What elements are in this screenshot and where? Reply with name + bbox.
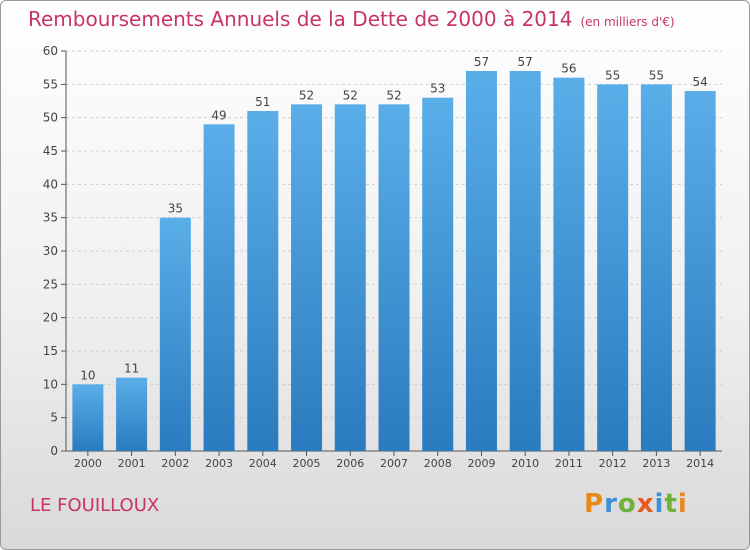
bar-value-label: 54 <box>692 75 707 89</box>
y-tick-label: 40 <box>43 177 58 191</box>
y-tick-label: 55 <box>43 77 58 91</box>
logo-letter: i <box>654 489 665 519</box>
y-tick-label: 30 <box>43 244 58 258</box>
bar <box>334 104 366 451</box>
x-tick-label: 2005 <box>293 457 321 470</box>
bar-value-label: 51 <box>255 95 270 109</box>
bar-value-label: 57 <box>518 55 533 69</box>
bar <box>378 104 410 451</box>
bar-value-label: 52 <box>343 88 358 102</box>
x-tick-label: 2008 <box>424 457 452 470</box>
bar <box>509 71 541 451</box>
x-tick-label: 2001 <box>118 457 146 470</box>
x-tick-label: 2014 <box>686 457 714 470</box>
bar-value-label: 55 <box>649 68 664 82</box>
x-tick-label: 2003 <box>205 457 233 470</box>
chart-title-text: Remboursements Annuels de la Dette de 20… <box>28 7 573 31</box>
y-tick-label: 0 <box>50 444 58 458</box>
x-axis: 2000 2001 2002 2003 2004 2005 2006 2007 2008 2009… <box>74 451 714 470</box>
y-tick-label: 15 <box>43 344 58 358</box>
bar <box>422 97 454 452</box>
bar-value-label: 53 <box>430 82 445 96</box>
bars: 10 11 35 49 51 52 52 52 53 57 57 56 55 55 54 <box>72 55 716 452</box>
y-tick-label: 60 <box>43 44 58 58</box>
bar-value-label: 55 <box>605 68 620 82</box>
logo-letter: P <box>584 489 605 519</box>
chart-title: Remboursements Annuels de la Dette de 20… <box>28 7 675 31</box>
x-tick-label: 2000 <box>74 457 102 470</box>
bar-value-label: 35 <box>168 202 183 216</box>
bar-value-label: 11 <box>124 362 139 376</box>
logo-letter: x <box>636 489 655 519</box>
bar <box>203 124 235 451</box>
y-tick-label: 20 <box>43 311 58 325</box>
y-tick-label: 35 <box>43 211 58 225</box>
y-tick-label: 5 <box>50 411 58 425</box>
bar-value-label: 52 <box>299 88 314 102</box>
bar-value-label: 57 <box>474 55 489 69</box>
bar-value-label: 10 <box>80 368 95 382</box>
commune-name: LE FOUILLOUX <box>30 495 160 516</box>
x-tick-label: 2002 <box>161 457 189 470</box>
bar <box>553 77 585 452</box>
logo-letter: r <box>604 489 618 519</box>
bar-value-label: 56 <box>561 62 576 76</box>
bar <box>116 377 148 451</box>
logo-letter: t <box>664 489 678 519</box>
bar-value-label: 52 <box>386 88 401 102</box>
y-tick-label: 25 <box>43 277 58 291</box>
x-tick-label: 2010 <box>511 457 539 470</box>
bar <box>597 84 629 451</box>
x-tick-label: 2013 <box>642 457 670 470</box>
x-tick-label: 2009 <box>467 457 495 470</box>
x-tick-label: 2004 <box>249 457 277 470</box>
y-tick-label: 10 <box>43 377 58 391</box>
proxiti-logo[interactable]: Proxiti <box>584 489 688 519</box>
bar <box>640 84 672 451</box>
x-tick-label: 2007 <box>380 457 408 470</box>
bar <box>684 91 716 451</box>
logo-letter: o <box>617 489 637 519</box>
bar <box>247 111 279 451</box>
bar <box>72 384 104 451</box>
x-tick-label: 2012 <box>599 457 627 470</box>
logo-letter: i <box>677 489 688 519</box>
y-tick-label: 45 <box>43 144 58 158</box>
bar <box>159 217 191 451</box>
x-tick-label: 2011 <box>555 457 583 470</box>
chart-unit: (en milliers d'€) <box>580 15 675 29</box>
x-tick-label: 2006 <box>336 457 364 470</box>
y-tick-label: 50 <box>43 111 58 125</box>
bar-value-label: 49 <box>211 108 226 122</box>
bar <box>291 104 323 451</box>
bar <box>465 71 497 451</box>
